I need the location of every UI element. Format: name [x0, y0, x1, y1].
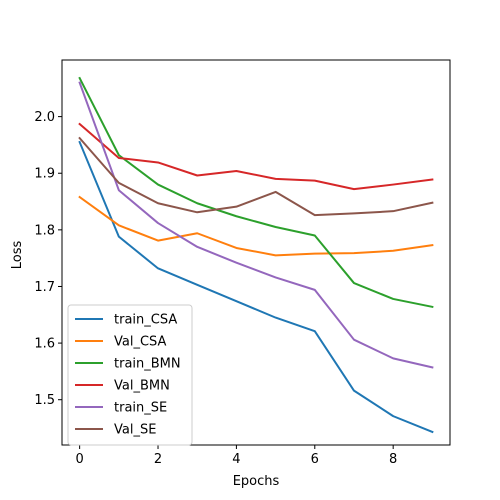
- plot-area: [78, 76, 434, 434]
- y-tick-label: 1.9: [34, 167, 55, 182]
- series-line-Val_CSA: [78, 195, 434, 257]
- axes-frame: [61, 59, 451, 446]
- y-tick-label: 1.5: [34, 393, 55, 408]
- x-tick-label: 0: [75, 452, 83, 467]
- legend-label-Val_BMN: Val_BMN: [114, 379, 170, 394]
- legend-label-train_CSA: train_CSA: [114, 313, 177, 328]
- y-tick-label: 2.0: [34, 110, 55, 125]
- legend-label-Val_CSA: Val_CSA: [114, 335, 167, 350]
- axes: 0 2 4 6 8 1.5 1.6 1.7 1.8 1.9 2.0: [34, 59, 451, 467]
- y-tick-label: 1.6: [34, 337, 55, 352]
- series-line-Val_BMN: [78, 122, 434, 191]
- x-tick-label: 8: [389, 452, 397, 467]
- legend-label-train_BMN: train_BMN: [114, 357, 181, 372]
- series-line-train_BMN: [78, 76, 434, 309]
- y-axis-title: Loss: [10, 241, 25, 270]
- x-tick-label: 2: [154, 452, 162, 467]
- series-line-Val_SE: [78, 136, 434, 217]
- y-tick-label: 1.7: [34, 280, 55, 295]
- x-axis-title: Epochs: [233, 474, 280, 489]
- legend-label-Val_SE: Val_SE: [114, 423, 156, 438]
- x-tick-label: 6: [311, 452, 319, 467]
- x-tick-label: 4: [232, 452, 240, 467]
- legend: train_CSA Val_CSA train_BMN Val_BMN train_SE…: [67, 304, 193, 446]
- series-line-train_SE: [78, 81, 434, 369]
- y-tick-label: 1.8: [34, 223, 55, 238]
- legend-label-train_SE: train_SE: [114, 401, 167, 416]
- series-line-train_CSA: [78, 140, 434, 434]
